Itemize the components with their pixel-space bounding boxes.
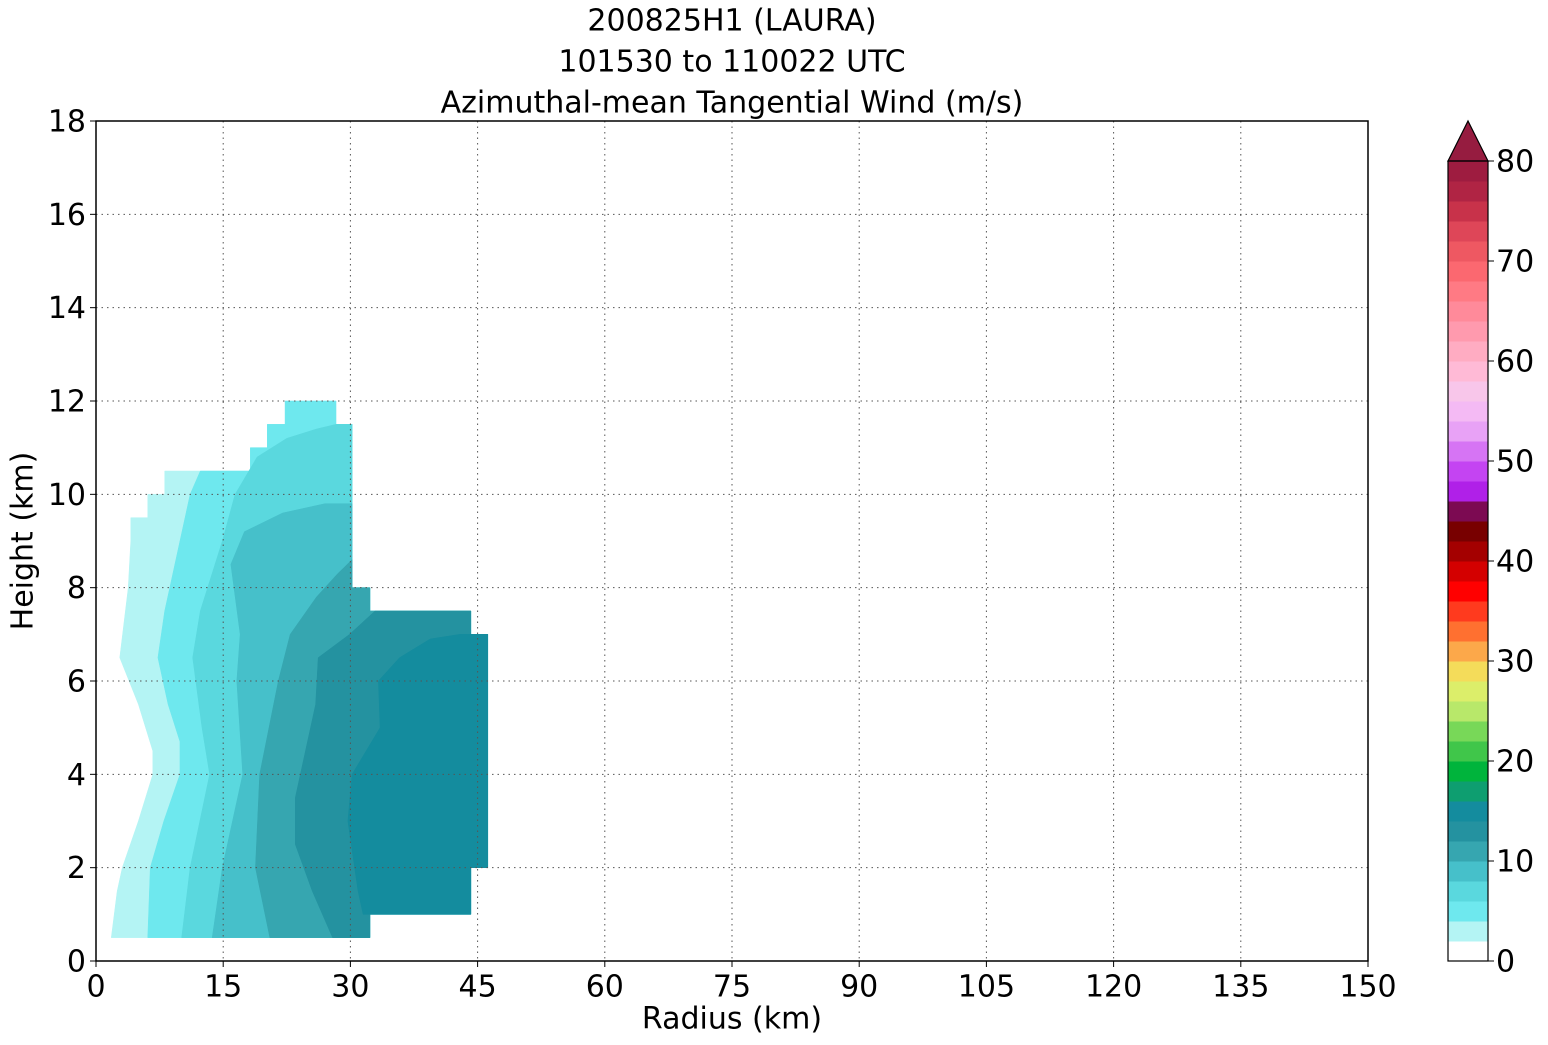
colorbar-swatch: [1448, 181, 1488, 202]
colorbar-swatch: [1448, 501, 1488, 522]
colorbar-swatch: [1448, 801, 1488, 822]
colorbar-swatch: [1448, 681, 1488, 702]
colorbar-tick-label: 50: [1496, 445, 1534, 480]
x-tick-label: 15: [204, 970, 242, 1005]
colorbar-swatch: [1448, 441, 1488, 462]
x-tick-label: 75: [713, 970, 751, 1005]
colorbar-swatch: [1448, 421, 1488, 442]
x-tick-label: 45: [459, 970, 497, 1005]
colorbar-swatch: [1448, 921, 1488, 942]
y-tick-label: 12: [48, 385, 86, 420]
colorbar-swatch: [1448, 281, 1488, 302]
colorbar-swatch: [1448, 761, 1488, 782]
colorbar-swatch: [1448, 301, 1488, 322]
x-tick-label: 120: [1085, 970, 1142, 1005]
y-tick-label: 10: [48, 478, 86, 513]
colorbar-tick-label: 70: [1496, 245, 1534, 280]
colorbar-swatch: [1448, 361, 1488, 382]
colorbar-tick-label: 0: [1496, 945, 1515, 980]
colorbar-swatch: [1448, 581, 1488, 602]
colorbar-tick-label: 20: [1496, 745, 1534, 780]
colorbar-swatch: [1448, 781, 1488, 802]
colorbar-swatch: [1448, 941, 1488, 962]
y-axis-label: Height (km): [6, 452, 41, 631]
colorbar-swatch: [1448, 521, 1488, 542]
colorbar-swatch: [1448, 701, 1488, 722]
colorbar-swatch: [1448, 621, 1488, 642]
colorbar-swatch: [1448, 561, 1488, 582]
colorbar-tick-label: 60: [1496, 345, 1534, 380]
y-tick-label: 2: [67, 851, 86, 886]
colorbar-swatch: [1448, 481, 1488, 502]
colorbar-swatch: [1448, 841, 1488, 862]
colorbar-tick-label: 10: [1496, 845, 1534, 880]
colorbar-swatch: [1448, 661, 1488, 682]
colorbar-swatch: [1448, 161, 1488, 182]
x-tick-label: 150: [1339, 970, 1396, 1005]
y-tick-label: 16: [48, 198, 86, 233]
colorbar-swatch: [1448, 821, 1488, 842]
x-tick-label: 105: [958, 970, 1015, 1005]
contours: [110, 400, 489, 938]
colorbar-tick-label: 80: [1496, 145, 1534, 180]
colorbar-swatch: [1448, 741, 1488, 762]
x-tick-label: 0: [86, 970, 105, 1005]
colorbar-swatch: [1448, 461, 1488, 482]
y-tick-label: 18: [48, 105, 86, 140]
colorbar-swatch: [1448, 881, 1488, 902]
contour-region: [347, 634, 489, 915]
colorbar-swatch: [1448, 381, 1488, 402]
x-tick-label: 90: [840, 970, 878, 1005]
y-tick-label: 8: [67, 571, 86, 606]
colorbar-tick-label: 30: [1496, 645, 1534, 680]
colorbar-swatch: [1448, 321, 1488, 342]
colorbar-swatch: [1448, 401, 1488, 422]
plot-frame: [95, 120, 1369, 962]
y-tick-label: 6: [67, 665, 86, 700]
x-tick-label: 60: [586, 970, 624, 1005]
colorbar-swatch: [1448, 541, 1488, 562]
colorbar-swatch: [1448, 721, 1488, 742]
chart-subtitle: 101530 to 110022 UTC: [558, 45, 905, 80]
y-tick-label: 4: [67, 758, 86, 793]
colorbar-swatch: [1448, 861, 1488, 882]
colorbar-swatch: [1448, 641, 1488, 662]
y-tick-label: 0: [67, 945, 86, 980]
colorbar-swatch: [1448, 901, 1488, 922]
colorbar-swatch: [1448, 341, 1488, 362]
chart-subtitle: Azimuthal-mean Tangential Wind (m/s): [441, 86, 1024, 121]
colorbar-tick-label: 40: [1496, 545, 1534, 580]
colorbar-swatch: [1448, 221, 1488, 242]
y-tick-label: 14: [48, 291, 86, 326]
colorbar-swatch: [1448, 261, 1488, 282]
colorbar-swatch: [1448, 201, 1488, 222]
x-tick-label: 30: [331, 970, 369, 1005]
chart-title: 200825H1 (LAURA): [587, 4, 876, 39]
x-axis-label: Radius (km): [642, 1002, 822, 1037]
x-tick-label: 135: [1212, 970, 1269, 1005]
colorbar-extend: [1447, 119, 1489, 162]
colorbar-swatch: [1448, 601, 1488, 622]
colorbar-swatch: [1448, 241, 1488, 262]
